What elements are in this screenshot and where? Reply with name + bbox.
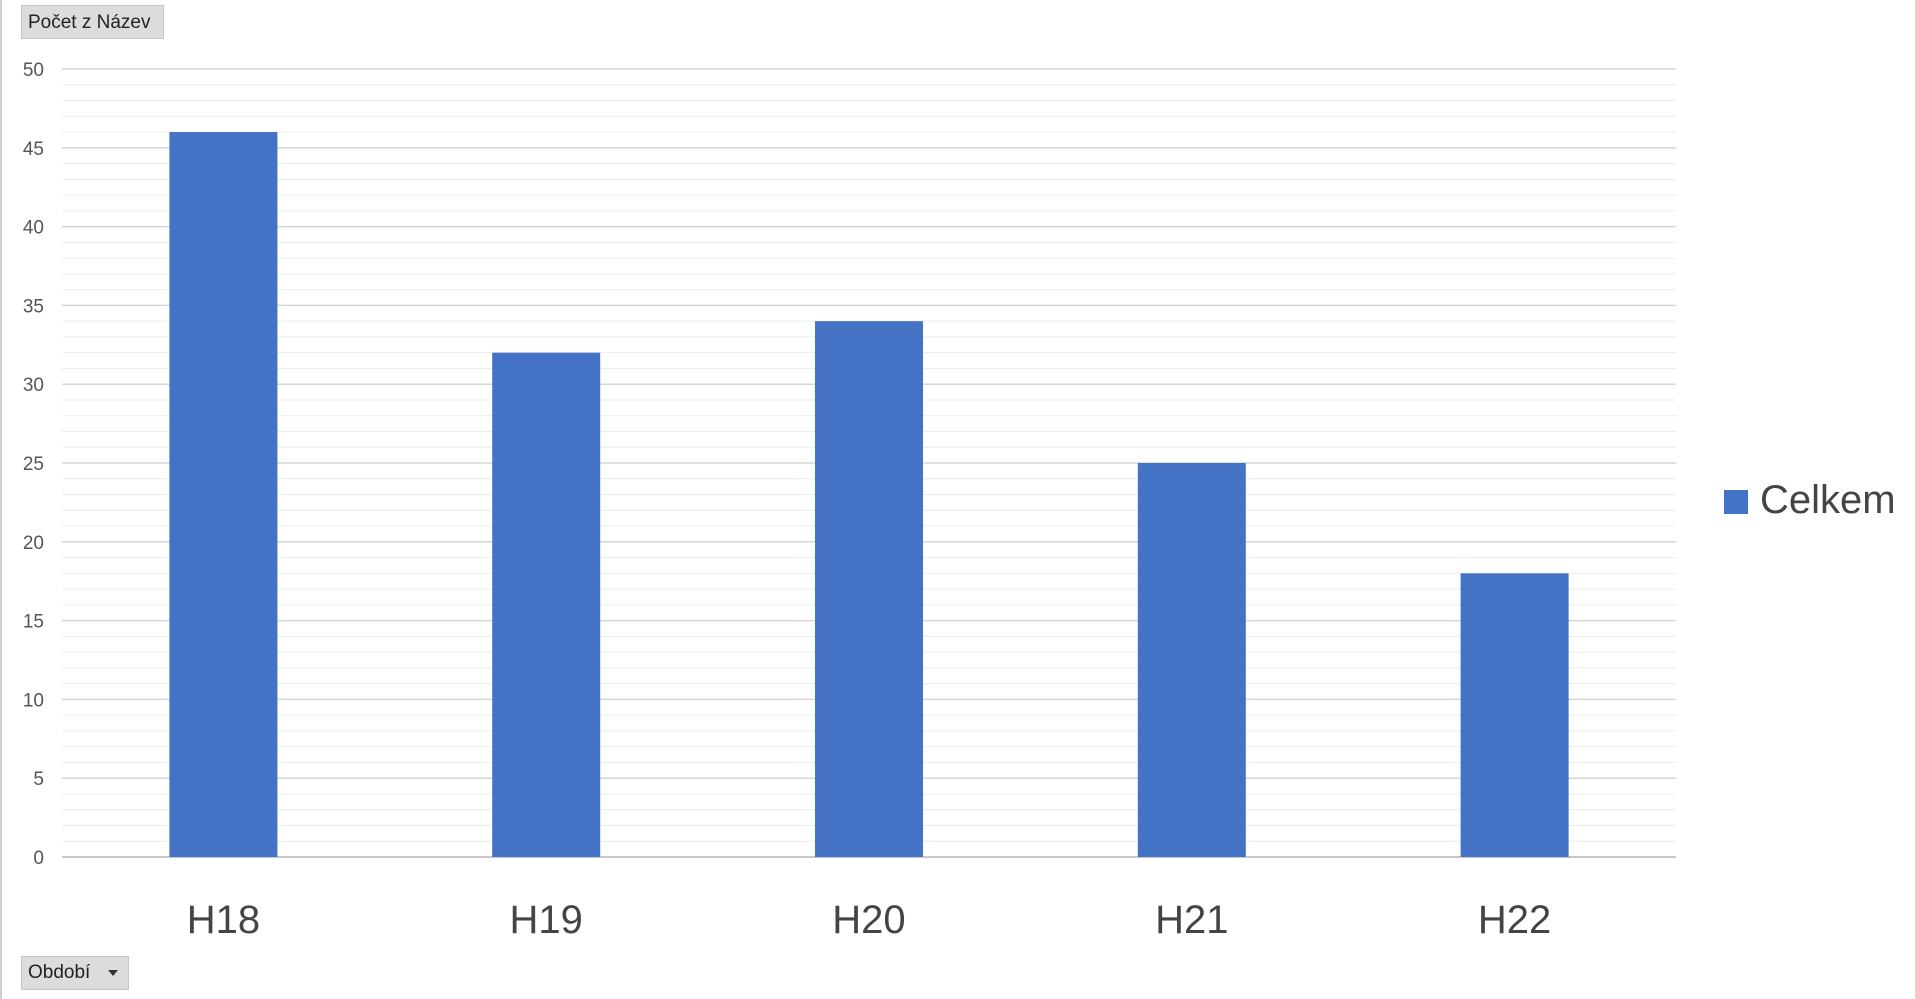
x-tick-label: H21 bbox=[1155, 898, 1228, 942]
y-tick-label: 25 bbox=[23, 454, 44, 475]
axis-field-button[interactable]: Období bbox=[21, 956, 129, 990]
chart-area-left-border bbox=[0, 0, 2, 999]
axis-field-label: Období bbox=[28, 962, 91, 983]
x-tick-label: H20 bbox=[832, 898, 905, 942]
x-tick-label: H19 bbox=[510, 898, 583, 942]
y-tick-label: 45 bbox=[23, 139, 44, 160]
y-tick-label: 20 bbox=[23, 533, 44, 554]
legend-swatch bbox=[1724, 490, 1748, 514]
y-tick-label: 40 bbox=[23, 218, 44, 239]
bar-h22 bbox=[1460, 573, 1569, 857]
bar-h18 bbox=[169, 132, 278, 858]
bar-h21 bbox=[1137, 463, 1246, 857]
bar-series bbox=[169, 132, 1569, 858]
x-tick-label: H22 bbox=[1478, 898, 1551, 942]
value-field-label: Počet z Název bbox=[28, 12, 151, 33]
y-tick-label: 50 bbox=[23, 60, 44, 81]
y-tick-label: 15 bbox=[23, 612, 44, 633]
y-axis-tick-labels: 0 5 10 15 20 25 30 35 40 45 50 bbox=[23, 60, 44, 869]
chevron-down-icon[interactable] bbox=[108, 970, 119, 976]
y-tick-label: 5 bbox=[33, 769, 44, 790]
y-tick-label: 0 bbox=[33, 848, 44, 869]
y-tick-label: 30 bbox=[23, 375, 44, 396]
value-field-button[interactable]: Počet z Název bbox=[21, 5, 164, 39]
legend-label: Celkem bbox=[1760, 478, 1896, 522]
bar-h19 bbox=[492, 352, 601, 857]
legend: Celkem bbox=[1724, 478, 1896, 522]
y-tick-label: 35 bbox=[23, 296, 44, 317]
bar-h20 bbox=[815, 321, 923, 857]
y-tick-label: 10 bbox=[23, 690, 44, 711]
x-tick-label: H18 bbox=[187, 898, 260, 942]
x-axis-tick-labels: H18 H19 H20 H21 H22 bbox=[187, 898, 1552, 942]
